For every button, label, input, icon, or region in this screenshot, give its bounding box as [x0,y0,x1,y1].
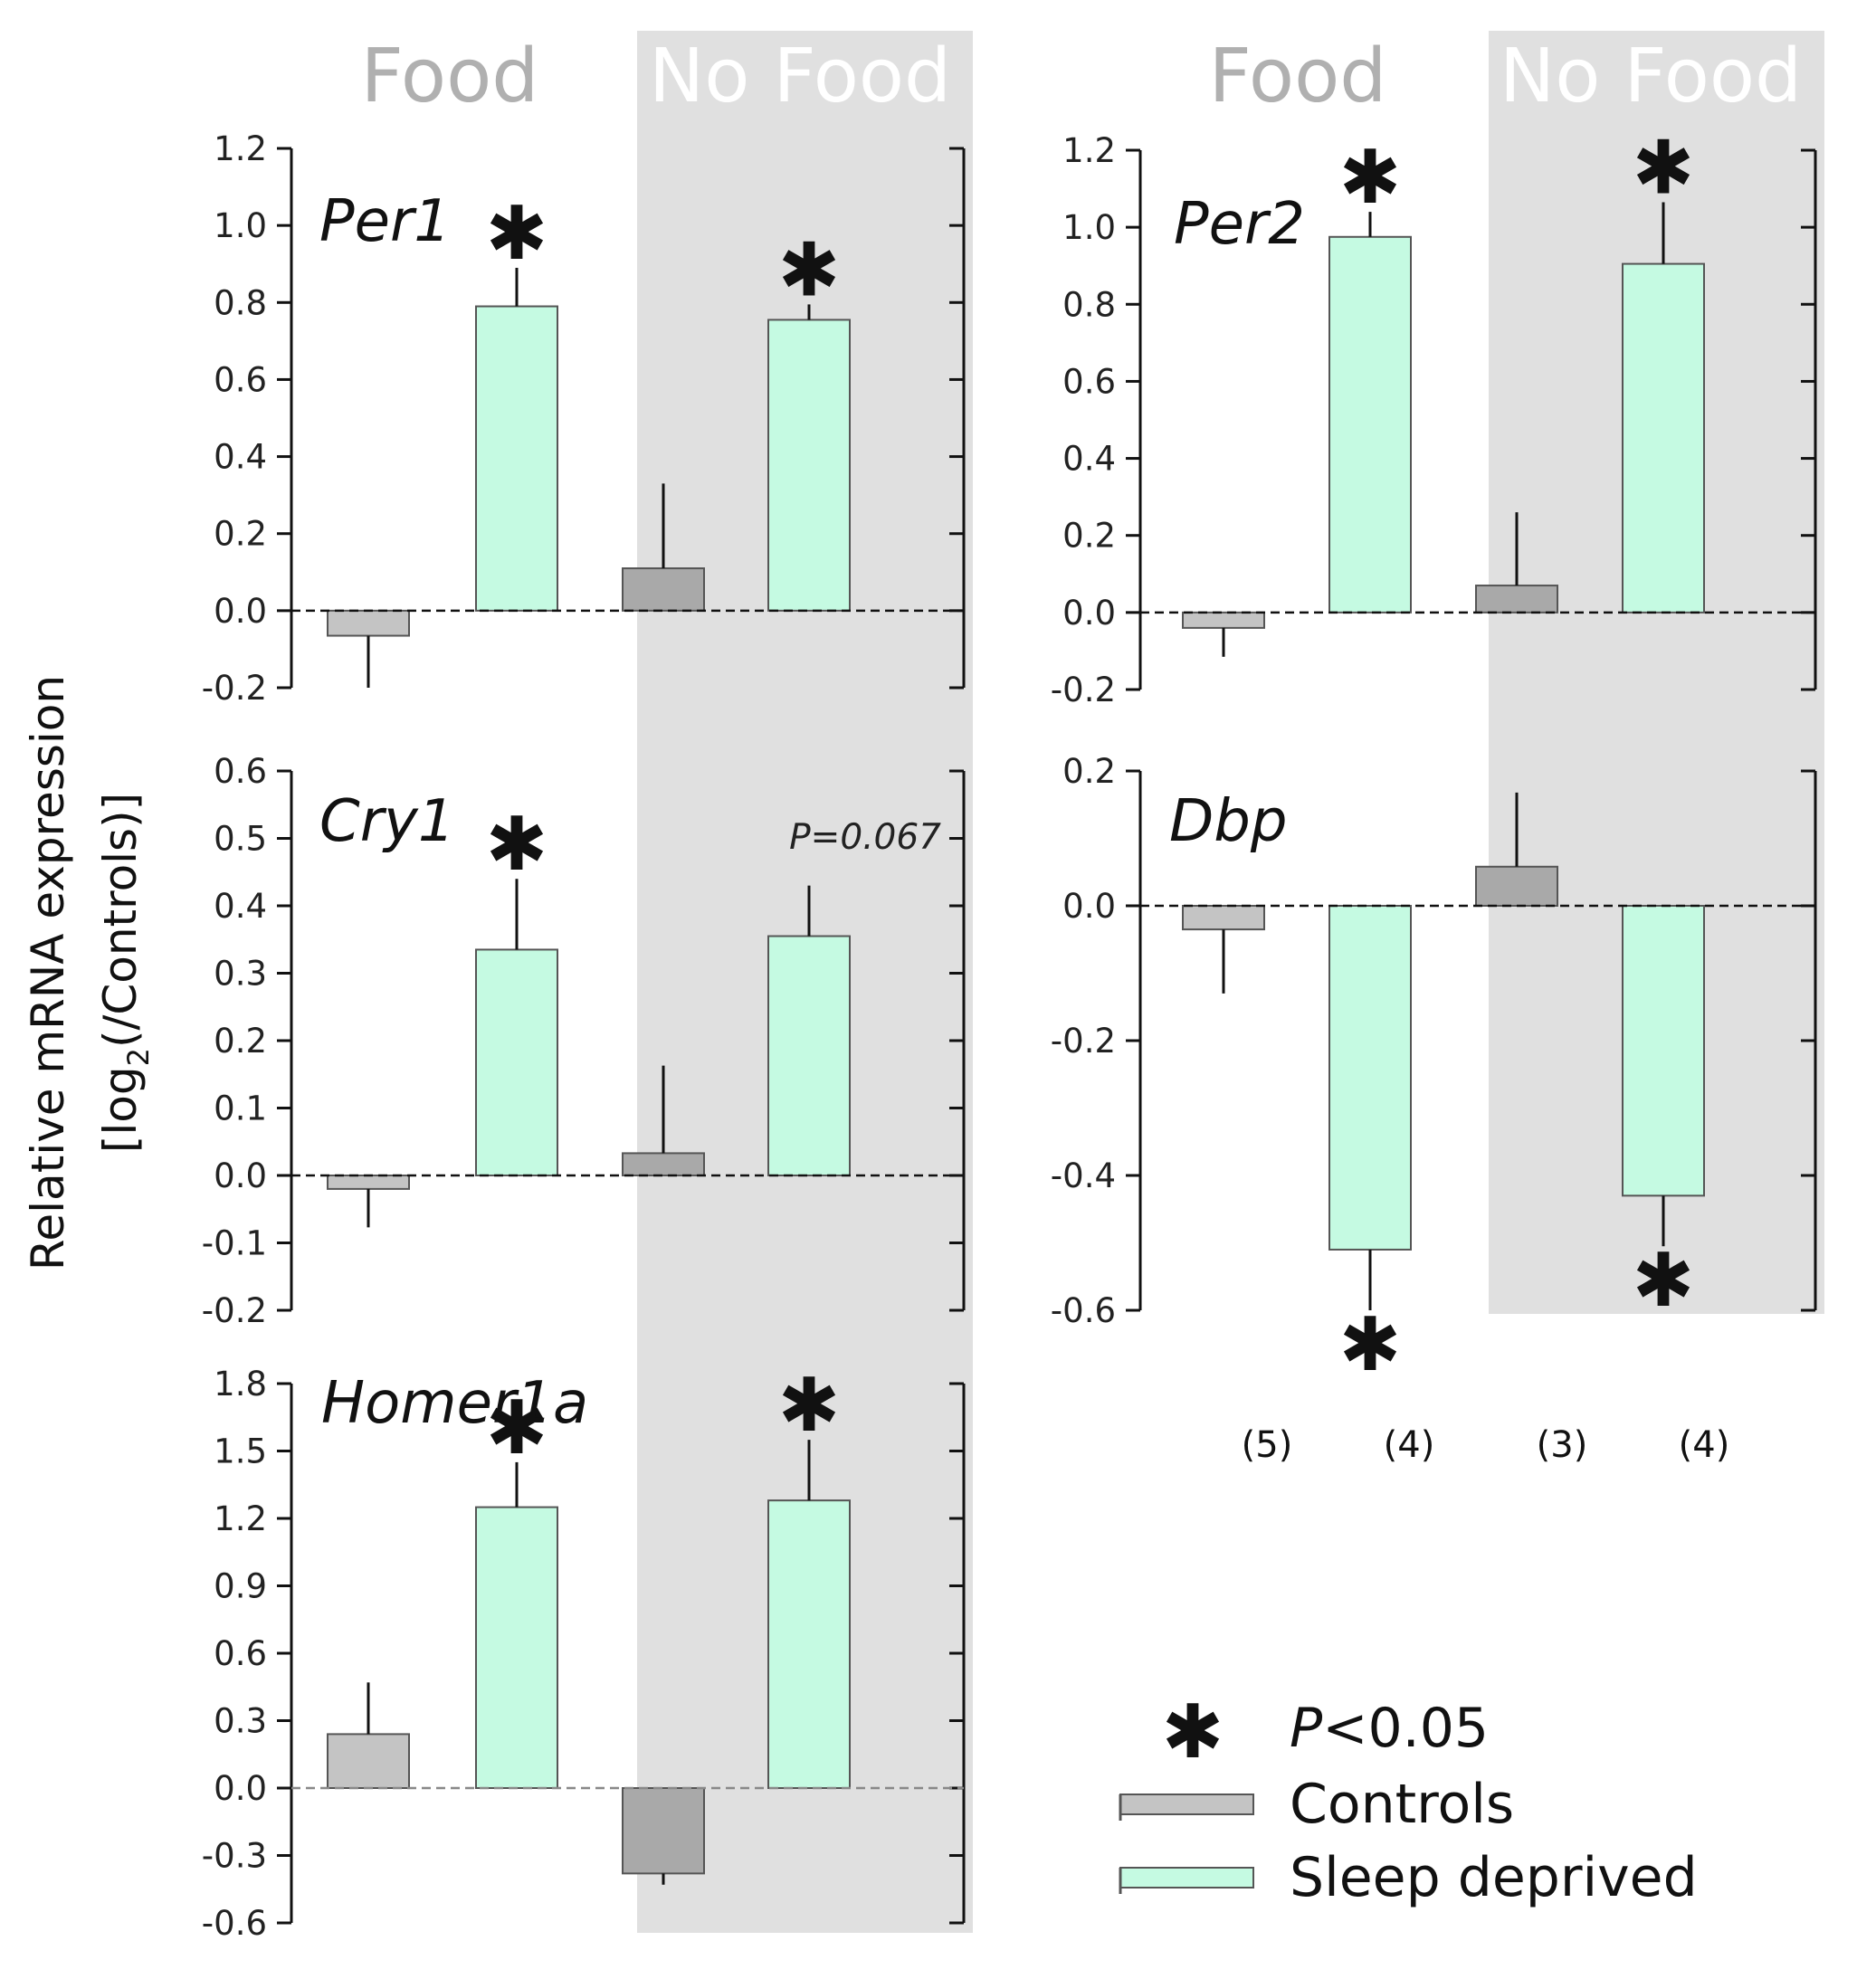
bar-controls [623,568,704,611]
bar-controls [1183,613,1264,628]
y-tick-label: -0.3 [202,1837,267,1876]
gene-label-dbp: Dbp [1169,788,1288,855]
y-tick-label: 0.0 [214,592,267,631]
y-axis-title: Relative mRNA expression [log2(/Controls… [22,675,156,1270]
y-tick-label: 0.2 [1062,752,1116,791]
y-tick-label: 1.0 [1062,208,1116,247]
y-tick-label: 0.8 [1062,285,1116,324]
y-tick-label: 0.9 [214,1567,267,1606]
y-tick-label: 1.2 [214,129,267,168]
y-tick-label: 0.2 [214,1022,267,1061]
y-tick-label: 0.2 [214,515,267,554]
significance-star: ✱ [778,227,841,313]
sample-size-labels: (5) (4) (3) (4) [1242,1424,1730,1466]
sample-size-nofood-controls: (3) [1537,1424,1588,1466]
significance-star: ✱ [486,191,548,277]
bar-sleep-deprived [1623,264,1704,613]
y-tick-label: -0.4 [1051,1156,1116,1195]
y-tick-label: -0.2 [202,1291,267,1330]
y-tick-label: 0.1 [214,1089,267,1128]
y-tick-label: 0.6 [214,752,267,791]
y-tick-label: 0.4 [1062,440,1116,479]
condition-label-nofood-left: No Food [649,33,951,119]
bar-sleep-deprived [1329,906,1411,1250]
significance-star: ✱ [778,1363,841,1449]
y-tick-label: -0.2 [1051,671,1116,709]
y-tick-label: 1.2 [1062,131,1116,170]
y-tick-label: 0.0 [1062,887,1116,926]
bar-controls [328,1734,409,1788]
gene-label-per2: Per2 [1174,191,1305,258]
y-tick-label: 1.5 [214,1432,267,1471]
figure-canvas: Food No Food Food No Food Relative mRNA … [0,0,1876,1979]
gene-label-homer1a: Homer1a [321,1370,588,1437]
significance-star: ✱ [486,802,548,888]
p-value-annotation: P=0.067 [789,817,941,858]
y-tick-label: 1.2 [214,1499,267,1538]
y-tick-label: 0.6 [214,360,267,399]
sample-size-food-controls: (5) [1242,1424,1293,1466]
y-tick-label: 0.8 [214,283,267,322]
legend-significance-label: P<0.05 [1290,1697,1489,1760]
y-tick-label: -0.2 [202,669,267,708]
condition-label-food-left: Food [361,33,539,119]
condition-label-nofood-right: No Food [1500,33,1802,119]
y-tick-label: -0.2 [1051,1022,1116,1061]
y-axis-title-line2: [log2(/Controls)] [94,793,156,1153]
significance-star: ✱ [1633,125,1695,211]
bar-controls [1476,585,1557,613]
significance-star: ✱ [1339,135,1402,221]
y-tick-label: 0.4 [214,438,267,477]
sample-size-food-sleep-deprived: (4) [1384,1424,1435,1466]
gene-label-per1: Per1 [319,188,451,255]
legend-significance-symbol: ✱ [1162,1689,1224,1775]
y-tick-label: 0.6 [1062,362,1116,401]
legend-controls-label: Controls [1290,1773,1514,1836]
legend-sleep-deprived-swatch [1120,1868,1253,1888]
condition-label-food-right: Food [1209,33,1387,119]
bar-sleep-deprived [476,949,557,1175]
legend: ✱ P<0.05 Controls Sleep deprived [1120,1689,1698,1909]
bar-sleep-deprived [1329,237,1411,613]
bar-controls [623,1788,704,1873]
gene-label-cry1: Cry1 [319,788,455,855]
y-tick-label: 1.8 [214,1365,267,1403]
significance-star: ✱ [1633,1238,1695,1324]
y-tick-label: 1.0 [214,206,267,245]
bar-sleep-deprived [768,319,850,610]
bar-sleep-deprived [476,1508,557,1788]
bar-sleep-deprived [476,307,557,611]
bar-controls [623,1153,704,1175]
bar-controls [1476,867,1557,906]
y-axis-title-suffix: (/Controls)] [94,793,147,1048]
bar-controls [328,611,409,636]
y-axis-title-line1: Relative mRNA expression [22,675,74,1270]
bar-controls [1183,906,1264,929]
y-tick-label: 0.6 [214,1634,267,1673]
y-tick-label: 0.0 [214,1156,267,1195]
y-tick-label: 0.4 [214,887,267,926]
significance-star: ✱ [1339,1302,1402,1388]
bar-sleep-deprived [768,1500,850,1788]
bar-controls [328,1175,409,1189]
sample-size-nofood-sleep-deprived: (4) [1679,1424,1730,1466]
y-tick-label: 0.0 [214,1769,267,1808]
bar-sleep-deprived [768,937,850,1175]
y-tick-label: -0.1 [202,1224,267,1263]
legend-controls-swatch [1120,1794,1253,1814]
y-tick-label: -0.6 [1051,1291,1116,1330]
y-tick-label: 0.2 [1062,517,1116,556]
y-tick-label: 0.0 [1062,594,1116,633]
y-axis-title-sub: 2 [121,1048,156,1066]
y-tick-label: 0.5 [214,820,267,859]
y-tick-label: -0.6 [202,1904,267,1943]
y-tick-label: 0.3 [214,955,267,994]
bar-sleep-deprived [1623,906,1704,1195]
legend-sleep-deprived-label: Sleep deprived [1290,1846,1698,1909]
y-axis-title-log: [log [94,1066,147,1153]
y-tick-label: 0.3 [214,1702,267,1741]
